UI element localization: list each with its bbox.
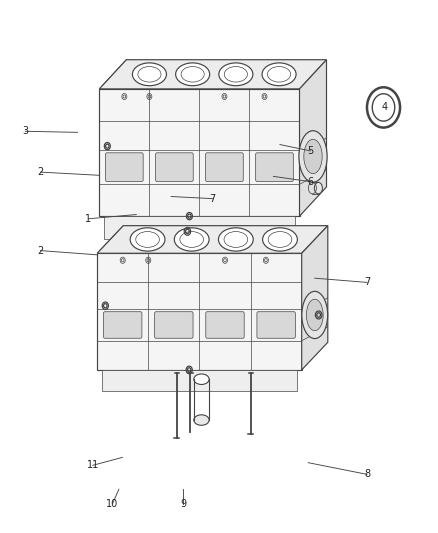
Text: 5: 5: [307, 146, 314, 156]
FancyBboxPatch shape: [205, 153, 243, 181]
Ellipse shape: [132, 63, 166, 86]
Polygon shape: [99, 89, 300, 216]
Text: 2: 2: [37, 167, 44, 177]
Text: 2: 2: [37, 246, 44, 256]
Ellipse shape: [219, 63, 253, 86]
Ellipse shape: [299, 131, 327, 182]
Text: 1: 1: [85, 214, 92, 224]
Ellipse shape: [174, 228, 209, 251]
Ellipse shape: [306, 299, 323, 330]
Ellipse shape: [194, 374, 209, 384]
Polygon shape: [97, 253, 302, 370]
Text: 9: 9: [180, 499, 187, 509]
Text: 4: 4: [381, 102, 388, 112]
Text: 7: 7: [209, 193, 215, 204]
Text: 7: 7: [364, 277, 370, 287]
FancyBboxPatch shape: [155, 153, 193, 181]
Text: 8: 8: [364, 470, 370, 479]
Ellipse shape: [263, 228, 297, 251]
FancyBboxPatch shape: [257, 312, 295, 338]
FancyBboxPatch shape: [256, 153, 293, 181]
Ellipse shape: [304, 139, 322, 174]
Polygon shape: [99, 60, 326, 89]
Ellipse shape: [176, 63, 210, 86]
Polygon shape: [97, 225, 328, 253]
Ellipse shape: [194, 415, 209, 425]
FancyBboxPatch shape: [106, 153, 143, 181]
Polygon shape: [102, 370, 297, 391]
Text: 11: 11: [87, 461, 99, 470]
Ellipse shape: [314, 182, 322, 194]
Text: 6: 6: [307, 176, 314, 187]
Ellipse shape: [219, 228, 253, 251]
Text: 3: 3: [22, 126, 28, 136]
Text: 10: 10: [106, 499, 119, 509]
Polygon shape: [302, 225, 328, 370]
Ellipse shape: [302, 292, 328, 338]
FancyBboxPatch shape: [206, 312, 244, 338]
Ellipse shape: [130, 228, 165, 251]
FancyBboxPatch shape: [155, 312, 193, 338]
Ellipse shape: [262, 63, 296, 86]
Polygon shape: [104, 216, 294, 239]
Polygon shape: [300, 60, 326, 216]
FancyBboxPatch shape: [103, 312, 142, 338]
